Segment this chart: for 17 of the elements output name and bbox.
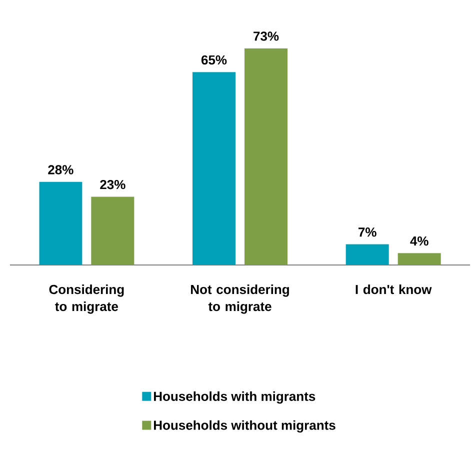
data-label: 7% (358, 228, 376, 237)
legend-label: Households with migrants (154, 391, 316, 404)
data-label: 28% (48, 165, 74, 174)
x-tick-label: Considering to migrate (49, 284, 124, 314)
data-label: 23% (100, 180, 126, 190)
bar (91, 196, 134, 265)
bar (244, 48, 288, 265)
x-tick-label: I don't know (356, 284, 432, 294)
bar (346, 244, 389, 265)
x-tick-label: Not considering to migrate (191, 284, 289, 314)
data-label: 73% (254, 32, 279, 41)
data-label: 4% (410, 236, 428, 246)
data-label: 65% (201, 55, 227, 65)
bar (398, 253, 441, 265)
legend-label: Households without migrants (154, 420, 336, 432)
bar (192, 72, 236, 265)
bar (39, 182, 82, 265)
